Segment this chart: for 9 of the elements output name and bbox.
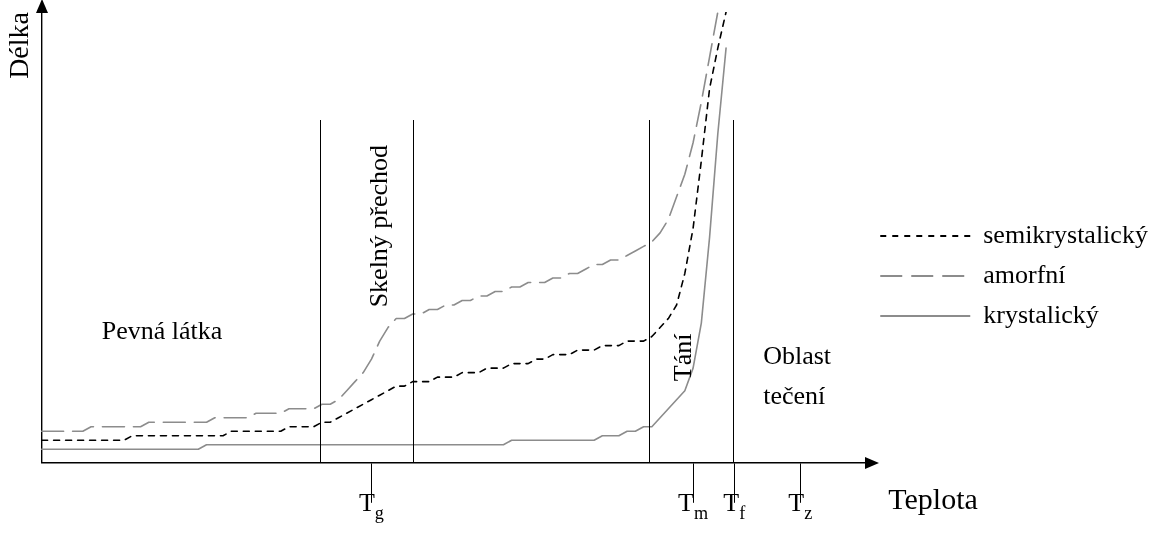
annotation: Skelný přechod [364,144,394,308]
legend-label: krystalický [983,299,1099,329]
annotation: Oblast tečení [763,340,832,410]
annotation: Tání [667,333,697,382]
legend-label: amorfní [983,259,1066,289]
y-axis-title: Délka [3,11,35,79]
legend-label: semikrystalický [983,219,1148,249]
annotation: Pevná látka [101,315,223,345]
x-axis-title: Teplota [888,481,978,515]
